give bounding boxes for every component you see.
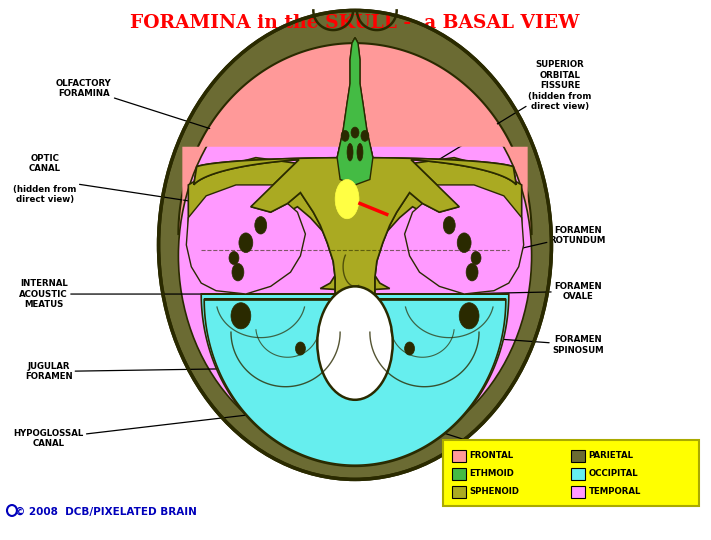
Text: HYPOGLOSSAL
CANAL: HYPOGLOSSAL CANAL	[14, 415, 250, 448]
Ellipse shape	[471, 252, 481, 265]
Text: INTERNAL
ACOUSTIC
MEATUS: INTERNAL ACOUSTIC MEATUS	[19, 279, 208, 309]
Polygon shape	[335, 234, 375, 300]
Text: FORAMEN
MAGNUM: FORAMEN MAGNUM	[379, 413, 535, 464]
Ellipse shape	[459, 303, 479, 329]
Polygon shape	[178, 43, 532, 234]
Text: OLFACTORY
FORAMINA: OLFACTORY FORAMINA	[56, 79, 240, 138]
Ellipse shape	[159, 10, 552, 480]
Text: OPTIC
CANAL

(hidden from
direct view): OPTIC CANAL (hidden from direct view)	[14, 154, 219, 205]
Text: FORAMEN
OVALE: FORAMEN OVALE	[455, 282, 602, 301]
Text: SPHENOID: SPHENOID	[469, 487, 520, 496]
Text: SUPERIOR
ORBITAL
FISSURE
(hidden from
direct view): SUPERIOR ORBITAL FISSURE (hidden from di…	[435, 60, 592, 161]
Ellipse shape	[405, 342, 415, 355]
Ellipse shape	[317, 286, 392, 400]
Text: PARIETAL: PARIETAL	[589, 451, 634, 460]
Ellipse shape	[296, 342, 306, 355]
Polygon shape	[186, 185, 306, 294]
Polygon shape	[337, 38, 373, 185]
Ellipse shape	[255, 217, 267, 234]
Text: JUGULAR
FORAMEN: JUGULAR FORAMEN	[25, 362, 219, 381]
Text: FRONTAL: FRONTAL	[469, 451, 513, 460]
Ellipse shape	[239, 233, 253, 253]
Ellipse shape	[232, 264, 244, 281]
Polygon shape	[194, 158, 516, 302]
Polygon shape	[337, 38, 373, 185]
Ellipse shape	[347, 144, 353, 161]
Text: TEMPORAL: TEMPORAL	[589, 487, 641, 496]
FancyBboxPatch shape	[571, 468, 584, 480]
Ellipse shape	[341, 130, 349, 141]
FancyBboxPatch shape	[451, 450, 466, 462]
Ellipse shape	[231, 303, 251, 329]
Text: OCCIPITAL: OCCIPITAL	[589, 469, 638, 478]
FancyBboxPatch shape	[451, 487, 466, 498]
Polygon shape	[201, 294, 509, 467]
Ellipse shape	[335, 179, 359, 219]
Ellipse shape	[357, 144, 363, 161]
FancyBboxPatch shape	[571, 450, 584, 462]
Ellipse shape	[178, 54, 532, 457]
Ellipse shape	[351, 127, 359, 138]
Polygon shape	[194, 158, 516, 302]
Text: ETHMOID: ETHMOID	[469, 469, 514, 478]
Text: FORAMEN
SPINOSUM: FORAMEN SPINOSUM	[449, 335, 604, 355]
FancyBboxPatch shape	[571, 487, 584, 498]
Ellipse shape	[466, 264, 478, 281]
Ellipse shape	[361, 130, 369, 141]
Ellipse shape	[443, 217, 455, 234]
Ellipse shape	[229, 252, 239, 265]
FancyBboxPatch shape	[443, 440, 699, 506]
Polygon shape	[204, 300, 506, 465]
Ellipse shape	[457, 233, 471, 253]
FancyBboxPatch shape	[451, 468, 466, 480]
Polygon shape	[337, 38, 373, 185]
Text: © 2008  DCB/PIXELATED BRAIN: © 2008 DCB/PIXELATED BRAIN	[16, 507, 198, 517]
Polygon shape	[182, 45, 528, 206]
Polygon shape	[188, 158, 522, 291]
Polygon shape	[405, 185, 524, 294]
Text: FORAMINA in the SKULL -  a BASAL VIEW: FORAMINA in the SKULL - a BASAL VIEW	[130, 14, 579, 32]
Text: FORAMEN
ROTUNDUM: FORAMEN ROTUNDUM	[454, 226, 606, 264]
